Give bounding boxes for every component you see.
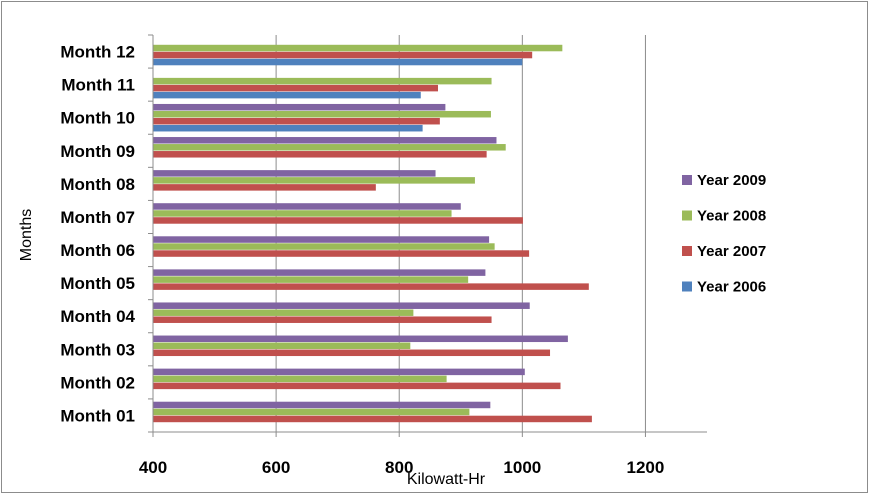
legend-label: Year 2007 (697, 243, 766, 260)
x-tick-label: 400 (139, 458, 167, 477)
bar-year-2006-month-10 (153, 124, 423, 132)
bar-year-2009-month-04 (153, 302, 530, 309)
x-tick-label: 800 (385, 458, 413, 477)
bar-year-2008-month-12 (153, 44, 563, 52)
bar-year-2008-month-08 (153, 177, 475, 184)
bar-year-2008-month-01 (153, 408, 470, 416)
bar-year-2007-month-09 (153, 151, 487, 158)
bar-year-2008-month-03 (153, 342, 411, 350)
bars (153, 44, 592, 423)
category-label: Month 01 (60, 406, 135, 425)
x-tick-label: 600 (262, 458, 290, 477)
bar-year-2009-month-03 (153, 335, 568, 343)
axes (148, 34, 707, 437)
legend-label: Year 2008 (697, 208, 766, 225)
category-label: Month 02 (60, 373, 135, 392)
bar-year-2009-month-05 (153, 269, 486, 276)
bar-year-2007-month-03 (153, 349, 551, 357)
bar-year-2007-month-07 (153, 217, 523, 224)
bar-year-2007-month-08 (153, 184, 376, 191)
legend-label: Year 2006 (697, 279, 766, 296)
category-label: Month 03 (60, 340, 135, 359)
bar-year-2007-month-02 (153, 382, 561, 390)
category-label: Month 07 (60, 208, 135, 227)
category-label: Month 08 (60, 175, 135, 194)
bar-year-2007-month-10 (153, 117, 440, 125)
bar-year-2008-month-07 (153, 210, 452, 217)
y-axis-title: Months (18, 209, 35, 261)
category-label: Month 11 (61, 76, 135, 95)
bar-year-2006-month-11 (153, 91, 421, 99)
gridlines (275, 35, 646, 432)
bar-year-2008-month-02 (153, 375, 447, 383)
bar-year-2007-month-06 (153, 250, 530, 257)
bar-year-2008-month-05 (153, 276, 469, 283)
legend-swatch (682, 175, 692, 185)
bar-year-2009-month-06 (153, 236, 490, 243)
bar-year-2007-month-01 (153, 415, 592, 423)
bar-year-2009-month-10 (153, 103, 446, 111)
bar-year-2007-month-05 (153, 283, 589, 290)
bar-year-2008-month-04 (153, 309, 414, 316)
bar-year-2007-month-04 (153, 316, 492, 323)
bar-year-2009-month-07 (153, 203, 461, 210)
category-label: Month 05 (60, 274, 135, 293)
x-tick-label: 1000 (503, 458, 541, 477)
legend-label: Year 2009 (697, 172, 766, 189)
category-labels: Month 01 Month 02 Month 03 Month 04 Month 05… (60, 43, 135, 426)
category-label: Month 04 (60, 307, 135, 326)
x-axis-title: Kilowatt-Hr (407, 471, 486, 488)
bar-year-2009-month-09 (153, 137, 497, 144)
x-tick-labels: 400 600 800 1000 1200 (139, 458, 665, 477)
category-label: Month 06 (60, 241, 135, 260)
category-label: Month 09 (60, 142, 135, 161)
legend-swatch (682, 281, 692, 292)
category-label: Month 10 (60, 109, 135, 128)
bar-year-2008-month-11 (153, 77, 492, 85)
x-tick-label: 1200 (627, 458, 665, 477)
bar-year-2007-month-12 (153, 51, 533, 59)
bar-year-2009-month-02 (153, 368, 525, 376)
bar-year-2009-month-08 (153, 170, 436, 177)
legend-swatch (682, 210, 692, 221)
category-label: Month 12 (60, 43, 135, 62)
bar-year-2009-month-01 (153, 401, 491, 409)
bar-year-2008-month-10 (153, 110, 491, 118)
legend: Year 2009 Year 2008 Year 2007 Year 2006 (682, 172, 766, 296)
bar-year-2008-month-06 (153, 243, 495, 250)
bar-year-2006-month-12 (153, 58, 523, 66)
legend-swatch (682, 246, 692, 256)
bar-year-2008-month-09 (153, 144, 506, 151)
bar-year-2007-month-11 (153, 84, 439, 92)
